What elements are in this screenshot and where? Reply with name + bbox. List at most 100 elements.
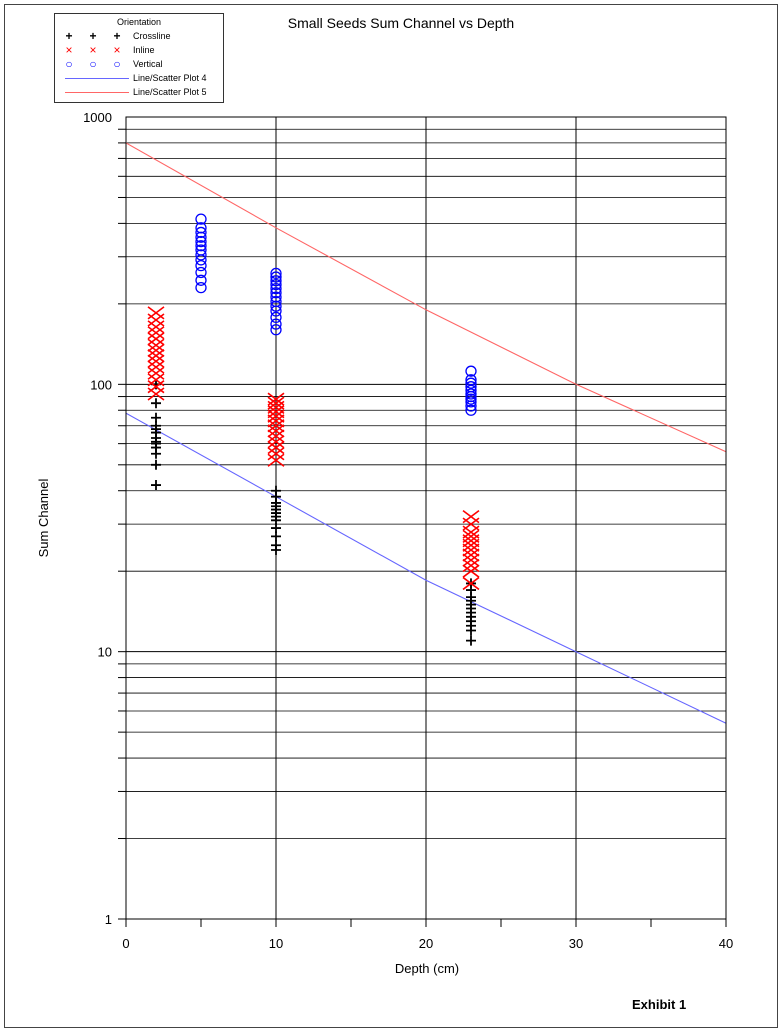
- data-point-vertical: [270, 275, 282, 287]
- data-point-crossline: [151, 459, 161, 470]
- legend-label-crossline: Crossline: [133, 31, 171, 41]
- data-point-inline: [462, 553, 480, 567]
- legend-label-inline: Inline: [133, 45, 155, 55]
- legend-entry-inline: × × × Inline: [55, 43, 223, 57]
- y-tick-label: 10: [98, 645, 112, 660]
- data-point-inline: [147, 373, 165, 387]
- data-point-vertical: [195, 222, 207, 234]
- data-point-vertical: [195, 249, 207, 261]
- legend-marker-inline: ×: [113, 43, 121, 57]
- data-point-vertical: [465, 381, 477, 393]
- figure-frame: [4, 4, 778, 1028]
- data-point-vertical: [465, 374, 477, 386]
- plot-border: [125, 116, 727, 920]
- x-tick-label: 20: [419, 936, 433, 951]
- data-point-inline: [147, 306, 165, 320]
- data-point-inline: [147, 332, 165, 346]
- series-line: [125, 142, 727, 453]
- data-point-vertical: [195, 259, 207, 272]
- data-point-inline: [267, 396, 285, 410]
- data-point-vertical: [195, 235, 207, 248]
- data-point-inline: [147, 360, 165, 374]
- legend-entry-vertical: ○ ○ ○ Vertical: [55, 57, 223, 71]
- grid: [125, 117, 727, 920]
- legend-marker-vertical: ○: [65, 57, 73, 71]
- legend-label-plot4: Line/Scatter Plot 4: [133, 73, 207, 83]
- data-point-crossline: [151, 480, 161, 491]
- data-point-vertical: [270, 295, 282, 308]
- data-point-vertical: [465, 388, 477, 400]
- data-point-inline: [462, 576, 480, 591]
- legend-marker-vertical: ○: [113, 57, 121, 71]
- data-point-inline: [147, 326, 165, 340]
- data-point-crossline: [271, 485, 281, 496]
- data-point-inline: [147, 349, 165, 363]
- data-point-vertical: [270, 287, 282, 299]
- exhibit-label: Exhibit 1: [632, 997, 687, 1012]
- data-point-vertical: [195, 226, 207, 239]
- y-tick-label: 100: [90, 377, 112, 392]
- legend-marker-crossline: +: [65, 29, 73, 43]
- data-point-vertical: [270, 300, 282, 312]
- x-tick-label: 30: [569, 936, 583, 951]
- data-point-inline: [462, 509, 480, 524]
- legend-marker-crossline: +: [113, 29, 121, 43]
- x-tick-label: 40: [719, 936, 733, 951]
- x-axis-label: Depth (cm): [395, 961, 459, 976]
- data-point-vertical: [270, 278, 282, 291]
- legend: Orientation + + + Crossline × × × Inline…: [54, 13, 224, 103]
- data-point-inline: [267, 424, 285, 438]
- x-tick-label: 0: [122, 936, 129, 951]
- data-point-inline: [462, 548, 480, 562]
- data-point-inline: [147, 338, 165, 352]
- data-point-inline: [147, 380, 165, 394]
- data-point-crossline: [271, 540, 281, 551]
- data-point-vertical: [465, 365, 477, 377]
- data-point-inline: [267, 392, 285, 406]
- data-point-inline: [267, 414, 285, 428]
- data-point-inline: [462, 543, 480, 557]
- data-point-vertical: [195, 274, 207, 286]
- data-point-inline: [147, 354, 165, 368]
- data-point-vertical: [465, 396, 477, 408]
- chart-title: Small Seeds Sum Channel vs Depth: [287, 15, 515, 31]
- data-point-vertical: [270, 311, 282, 324]
- data-point-vertical: [270, 318, 282, 330]
- data-point-inline: [462, 564, 480, 578]
- data-point-vertical: [270, 324, 282, 336]
- data-point-inline: [147, 320, 165, 334]
- legend-marker-crossline: +: [89, 29, 97, 43]
- legend-marker-inline: ×: [65, 43, 73, 57]
- data-point-crossline: [466, 635, 476, 646]
- data-point-vertical: [465, 404, 477, 416]
- legend-entry-crossline: + + + Crossline: [55, 29, 223, 43]
- data-point-inline: [147, 313, 165, 327]
- data-point-crossline: [151, 412, 161, 423]
- data-point-inline: [462, 529, 480, 543]
- data-point-vertical: [195, 213, 207, 225]
- legend-entry-plot5: Line/Scatter Plot 5: [55, 87, 223, 98]
- y-tick-label: 1: [105, 912, 112, 927]
- x-tick-label: 10: [269, 936, 283, 951]
- data-point-vertical: [270, 282, 282, 295]
- data-point-inline: [267, 453, 285, 467]
- legend-label-vertical: Vertical: [133, 59, 163, 69]
- data-point-inline: [267, 429, 285, 443]
- legend-label-plot5: Line/Scatter Plot 5: [133, 87, 207, 97]
- data-point-inline: [147, 366, 165, 380]
- data-point-inline: [267, 435, 285, 449]
- legend-title: Orientation: [116, 17, 162, 27]
- data-point-crossline: [151, 398, 161, 409]
- data-point-vertical: [195, 281, 207, 294]
- series-line: [125, 412, 727, 724]
- data-point-vertical: [195, 244, 207, 256]
- data-points: [147, 213, 480, 646]
- data-point-vertical: [270, 291, 282, 303]
- data-point-vertical: [270, 271, 282, 283]
- legend-entry-plot4: Line/Scatter Plot 4: [55, 73, 223, 84]
- data-point-vertical: [270, 267, 282, 280]
- y-axis-label: Sum Channel: [36, 479, 51, 558]
- data-point-inline: [267, 419, 285, 433]
- data-point-inline: [462, 558, 480, 573]
